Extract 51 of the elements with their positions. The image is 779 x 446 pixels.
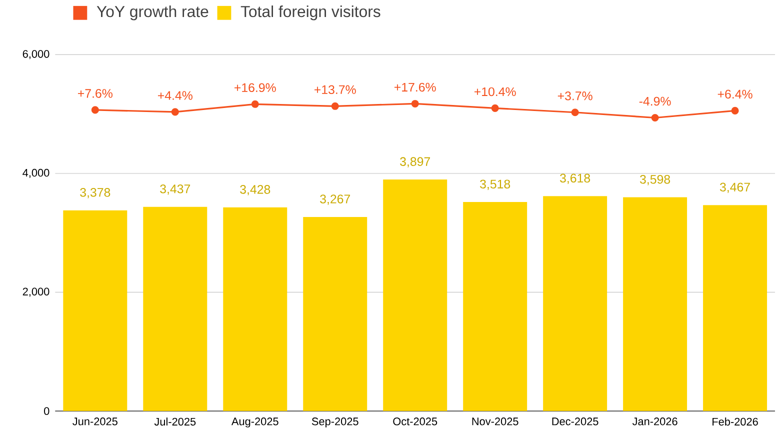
bar xyxy=(703,205,768,412)
data-label: 3,467 xyxy=(720,182,750,194)
x-tick-label: Feb-2026 xyxy=(712,418,758,426)
bar xyxy=(143,206,208,412)
data-label: +4.4% xyxy=(158,91,192,100)
point xyxy=(571,108,579,116)
data-label: 3,378 xyxy=(80,188,110,198)
y-tick-label: 0 xyxy=(44,407,50,416)
y-tick-label: 2,000 xyxy=(22,288,50,297)
data-label: 3,428 xyxy=(240,185,270,196)
data-label: +3.7% xyxy=(558,92,592,100)
data-label: 3,267 xyxy=(320,194,350,205)
point xyxy=(171,108,179,116)
data-label: +17.6% xyxy=(394,82,436,92)
x-tick-label: Nov-2025 xyxy=(472,418,518,426)
bar xyxy=(623,197,688,412)
x-tick-label: Oct-2025 xyxy=(393,418,438,426)
data-label: 3,437 xyxy=(160,184,190,195)
x-tick-label: Jul-2025 xyxy=(154,418,196,426)
point xyxy=(91,106,99,114)
data-label: 3,618 xyxy=(560,174,590,184)
legend-label: YoY growth rate xyxy=(96,6,208,20)
bar xyxy=(63,210,128,412)
data-label: 3,897 xyxy=(400,157,430,168)
bar xyxy=(303,217,368,412)
point xyxy=(331,102,339,110)
data-label: +13.7% xyxy=(314,85,356,94)
x-tick-label: Dec-2025 xyxy=(552,418,598,426)
data-label: 3,598 xyxy=(640,175,670,186)
x-tick-label: Jun-2025 xyxy=(72,418,118,426)
point xyxy=(491,104,499,112)
point xyxy=(251,100,259,108)
bar xyxy=(463,202,528,412)
data-label: +10.4% xyxy=(474,87,516,96)
data-label: -4.9% xyxy=(639,96,671,106)
y-tick-label: 6,000 xyxy=(22,50,50,60)
x-tick-label: Sep-2025 xyxy=(312,418,358,428)
bar xyxy=(543,196,608,412)
data-label: +16.9% xyxy=(234,83,276,92)
data-label: 3,518 xyxy=(480,180,510,190)
bar xyxy=(223,208,288,412)
x-tick-label: Aug-2025 xyxy=(231,418,278,428)
point xyxy=(731,107,739,115)
y-tick-label: 4,000 xyxy=(22,169,50,178)
legend-label: Total foreign visitors xyxy=(240,6,380,20)
bar xyxy=(383,180,448,412)
data-label: +7.6% xyxy=(78,89,112,98)
data-label: +6.4% xyxy=(718,90,752,99)
point xyxy=(411,100,419,108)
x-tick-label: Jan-2026 xyxy=(632,418,678,426)
point xyxy=(651,114,659,122)
